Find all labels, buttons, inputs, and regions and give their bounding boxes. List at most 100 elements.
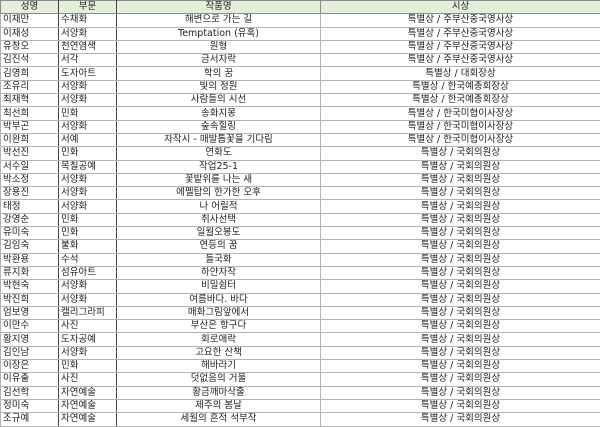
cell-title[interactable]: 일월오봉도 bbox=[117, 227, 321, 240]
cell-name[interactable]: 이유출 bbox=[1, 373, 59, 386]
cell-award[interactable]: 특별상 / 한국예총회장상 bbox=[321, 94, 600, 107]
cell-award[interactable]: 특별상 / 국회의원상 bbox=[321, 360, 600, 373]
cell-title[interactable]: 금서자락 bbox=[117, 54, 321, 67]
cell-award[interactable]: 특별상 / 한국예총회장상 bbox=[321, 80, 600, 93]
cell-award[interactable]: 특별상 / 국회의원상 bbox=[321, 173, 600, 186]
cell-title[interactable]: 매화그림앞에서 bbox=[117, 306, 321, 319]
cell-dept[interactable]: 민화 bbox=[59, 107, 117, 120]
cell-name[interactable]: 최선희 bbox=[1, 107, 59, 120]
cell-title[interactable]: 고요한 산책 bbox=[117, 346, 321, 359]
cell-name[interactable]: 정미숙 bbox=[1, 399, 59, 412]
cell-title[interactable]: 취사선택 bbox=[117, 213, 321, 226]
cell-dept[interactable]: 자연예술 bbox=[59, 386, 117, 399]
cell-title[interactable]: 송화지몽 bbox=[117, 107, 321, 120]
cell-title[interactable]: 황금깨마삭줄 bbox=[117, 386, 321, 399]
cell-dept[interactable]: 천연염색 bbox=[59, 40, 117, 53]
cell-title[interactable]: 자작시 - 매발톱꽃을 기다림 bbox=[117, 133, 321, 146]
cell-title[interactable]: 에펠탑의 한가한 오후 bbox=[117, 187, 321, 200]
cell-dept[interactable]: 민화 bbox=[59, 227, 117, 240]
cell-dept[interactable]: 민화 bbox=[59, 147, 117, 160]
cell-award[interactable]: 특별상 / 국회의원상 bbox=[321, 306, 600, 319]
cell-name[interactable]: 박부곤 bbox=[1, 120, 59, 133]
header-dept[interactable]: 부문 bbox=[59, 1, 117, 14]
cell-title[interactable]: 세월의 흔적 석부작 bbox=[117, 413, 321, 426]
cell-name[interactable]: 조규예 bbox=[1, 413, 59, 426]
cell-dept[interactable]: 자연예술 bbox=[59, 413, 117, 426]
cell-dept[interactable]: 도자아트 bbox=[59, 67, 117, 80]
cell-dept[interactable]: 서양화 bbox=[59, 346, 117, 359]
cell-dept[interactable]: 민화 bbox=[59, 213, 117, 226]
cell-title[interactable]: 학의 꿈 bbox=[117, 67, 321, 80]
cell-award[interactable]: 특별상 / 국회의원상 bbox=[321, 253, 600, 266]
cell-award[interactable]: 특별상 / 국회의원상 bbox=[321, 413, 600, 426]
cell-title[interactable]: 들국화 bbox=[117, 253, 321, 266]
cell-title[interactable]: 제주의 봄날 bbox=[117, 399, 321, 412]
cell-dept[interactable]: 수석 bbox=[59, 253, 117, 266]
cell-name[interactable]: 박현숙 bbox=[1, 280, 59, 293]
cell-award[interactable]: 특별상 / 주부산중국영사상 bbox=[321, 27, 600, 40]
cell-name[interactable]: 김영희 bbox=[1, 67, 59, 80]
cell-award[interactable]: 특별상 / 주부산중국영사상 bbox=[321, 40, 600, 53]
cell-title[interactable]: 여름바다. 바다 bbox=[117, 293, 321, 306]
cell-name[interactable]: 이만수 bbox=[1, 320, 59, 333]
cell-award[interactable]: 특별상 / 주부산중국영사상 bbox=[321, 54, 600, 67]
cell-title[interactable]: 덧없음의 거울 bbox=[117, 373, 321, 386]
cell-title[interactable]: 하얀자작 bbox=[117, 266, 321, 279]
cell-award[interactable]: 특별상 / 국회의원상 bbox=[321, 320, 600, 333]
cell-award[interactable]: 특별상 / 국회의원상 bbox=[321, 187, 600, 200]
header-award[interactable]: 시상 bbox=[321, 1, 600, 14]
cell-title[interactable]: 작업25-1 bbox=[117, 160, 321, 173]
cell-name[interactable]: 이완희 bbox=[1, 133, 59, 146]
cell-dept[interactable]: 서양화 bbox=[59, 27, 117, 40]
cell-name[interactable]: 유창오 bbox=[1, 40, 59, 53]
cell-dept[interactable]: 캘리그라피 bbox=[59, 306, 117, 319]
cell-name[interactable]: 이장은 bbox=[1, 360, 59, 373]
cell-dept[interactable]: 사진 bbox=[59, 373, 117, 386]
cell-name[interactable]: 강영순 bbox=[1, 213, 59, 226]
cell-name[interactable]: 박환용 bbox=[1, 253, 59, 266]
cell-award[interactable]: 특별상 / 국회의원상 bbox=[321, 346, 600, 359]
cell-award[interactable]: 특별상 / 국회의원상 bbox=[321, 386, 600, 399]
cell-award[interactable]: 특별상 / 국회의원상 bbox=[321, 280, 600, 293]
cell-dept[interactable]: 민화 bbox=[59, 360, 117, 373]
cell-title[interactable]: 해변으로 가는 길 bbox=[117, 14, 321, 27]
cell-award[interactable]: 특별상 / 국회의원상 bbox=[321, 266, 600, 279]
cell-name[interactable]: 장용진 bbox=[1, 187, 59, 200]
cell-award[interactable]: 특별상 / 국회의원상 bbox=[321, 200, 600, 213]
cell-award[interactable]: 특별상 / 한국미협이사장상 bbox=[321, 107, 600, 120]
cell-dept[interactable]: 불화 bbox=[59, 240, 117, 253]
cell-name[interactable]: 박선진 bbox=[1, 147, 59, 160]
cell-award[interactable]: 특별상 / 주부산중국영사상 bbox=[321, 14, 600, 27]
cell-dept[interactable]: 서양화 bbox=[59, 120, 117, 133]
cell-name[interactable]: 엄보영 bbox=[1, 306, 59, 319]
cell-name[interactable]: 이재성 bbox=[1, 27, 59, 40]
cell-award[interactable]: 특별상 / 국회의원상 bbox=[321, 147, 600, 160]
cell-title[interactable]: 부산은 항구다 bbox=[117, 320, 321, 333]
cell-name[interactable]: 최재혁 bbox=[1, 94, 59, 107]
cell-title[interactable]: 비밀쉼터 bbox=[117, 280, 321, 293]
cell-dept[interactable]: 서양화 bbox=[59, 187, 117, 200]
cell-dept[interactable]: 서양화 bbox=[59, 173, 117, 186]
cell-title[interactable]: 사람들의 시선 bbox=[117, 94, 321, 107]
cell-award[interactable]: 특별상 / 국회의원상 bbox=[321, 399, 600, 412]
cell-name[interactable]: 서수일 bbox=[1, 160, 59, 173]
cell-dept[interactable]: 서양화 bbox=[59, 94, 117, 107]
cell-title[interactable]: 연등의 꿈 bbox=[117, 240, 321, 253]
cell-title[interactable]: Temptation (유혹) bbox=[117, 27, 321, 40]
cell-award[interactable]: 특별상 / 국회의원상 bbox=[321, 293, 600, 306]
cell-dept[interactable]: 서각 bbox=[59, 54, 117, 67]
cell-dept[interactable]: 자연예술 bbox=[59, 399, 117, 412]
cell-title[interactable]: 연화도 bbox=[117, 147, 321, 160]
header-name[interactable]: 성명 bbox=[1, 1, 59, 14]
cell-name[interactable]: 박소정 bbox=[1, 173, 59, 186]
cell-dept[interactable]: 도자공예 bbox=[59, 333, 117, 346]
cell-award[interactable]: 특별상 / 한국미협이사장상 bbox=[321, 120, 600, 133]
cell-name[interactable]: 김진석 bbox=[1, 54, 59, 67]
cell-title[interactable]: 회로애락 bbox=[117, 333, 321, 346]
cell-dept[interactable]: 서양화 bbox=[59, 80, 117, 93]
cell-dept[interactable]: 서양화 bbox=[59, 200, 117, 213]
cell-award[interactable]: 특별상 / 국회의원상 bbox=[321, 160, 600, 173]
cell-award[interactable]: 특별상 / 국회의원상 bbox=[321, 373, 600, 386]
cell-title[interactable]: 빛의 정원 bbox=[117, 80, 321, 93]
cell-award[interactable]: 특별상 / 대회장상 bbox=[321, 67, 600, 80]
